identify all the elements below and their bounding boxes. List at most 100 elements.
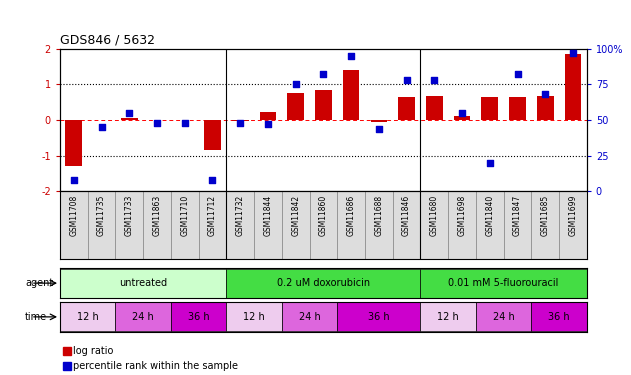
Bar bbox=[559, 191, 587, 259]
Text: GSM11735: GSM11735 bbox=[97, 195, 106, 236]
Bar bbox=[310, 191, 337, 259]
Text: agent: agent bbox=[25, 278, 54, 288]
Bar bbox=[60, 269, 227, 297]
Text: GSM11708: GSM11708 bbox=[69, 195, 78, 236]
Text: 12 h: 12 h bbox=[77, 312, 98, 322]
Bar bbox=[227, 303, 282, 331]
Text: GSM11698: GSM11698 bbox=[457, 195, 466, 236]
Text: GSM11860: GSM11860 bbox=[319, 195, 328, 236]
Text: 0.01 mM 5-fluorouracil: 0.01 mM 5-fluorouracil bbox=[449, 278, 559, 288]
Bar bbox=[448, 191, 476, 259]
Bar bbox=[66, 120, 82, 166]
Bar bbox=[88, 191, 115, 259]
Text: time: time bbox=[25, 312, 47, 322]
Point bbox=[263, 121, 273, 127]
Bar bbox=[476, 303, 531, 331]
Bar bbox=[171, 191, 199, 259]
Bar bbox=[204, 120, 221, 150]
Text: GSM11842: GSM11842 bbox=[291, 195, 300, 236]
Bar bbox=[259, 112, 276, 120]
Bar bbox=[476, 191, 504, 259]
Bar bbox=[454, 116, 470, 120]
Bar bbox=[115, 191, 143, 259]
Bar bbox=[315, 90, 332, 120]
Text: GSM11732: GSM11732 bbox=[236, 195, 245, 236]
Bar bbox=[565, 54, 581, 120]
Text: 24 h: 24 h bbox=[133, 312, 154, 322]
Bar bbox=[537, 96, 553, 120]
Point bbox=[97, 124, 107, 130]
Bar bbox=[227, 191, 254, 259]
Bar bbox=[254, 191, 282, 259]
Bar bbox=[337, 303, 420, 331]
Text: GSM11699: GSM11699 bbox=[569, 195, 577, 236]
Point bbox=[180, 120, 190, 126]
Bar bbox=[420, 303, 476, 331]
Point bbox=[540, 92, 550, 98]
Bar bbox=[420, 269, 587, 297]
Bar bbox=[171, 303, 227, 331]
Text: GSM11712: GSM11712 bbox=[208, 195, 217, 236]
Bar bbox=[115, 303, 171, 331]
Point bbox=[346, 53, 356, 59]
Point bbox=[69, 177, 79, 183]
Bar bbox=[121, 118, 138, 120]
Point bbox=[429, 77, 439, 83]
Point bbox=[208, 177, 218, 183]
Text: GSM11688: GSM11688 bbox=[374, 195, 384, 236]
Point bbox=[235, 120, 245, 126]
Point bbox=[485, 160, 495, 166]
Point bbox=[401, 77, 411, 83]
Text: GSM11710: GSM11710 bbox=[180, 195, 189, 236]
Text: GSM11863: GSM11863 bbox=[153, 195, 162, 236]
Bar bbox=[365, 191, 392, 259]
Text: percentile rank within the sample: percentile rank within the sample bbox=[73, 361, 237, 370]
Point bbox=[457, 110, 467, 116]
Bar bbox=[343, 70, 360, 120]
Bar bbox=[337, 191, 365, 259]
Text: GSM11685: GSM11685 bbox=[541, 195, 550, 236]
Text: GSM11840: GSM11840 bbox=[485, 195, 494, 236]
Text: 36 h: 36 h bbox=[368, 312, 390, 322]
Text: GSM11846: GSM11846 bbox=[402, 195, 411, 236]
Text: untreated: untreated bbox=[119, 278, 167, 288]
Text: 36 h: 36 h bbox=[548, 312, 570, 322]
Text: 24 h: 24 h bbox=[298, 312, 321, 322]
Bar bbox=[282, 303, 337, 331]
Text: GSM11844: GSM11844 bbox=[263, 195, 273, 236]
Bar bbox=[398, 97, 415, 120]
Point bbox=[152, 120, 162, 126]
Bar bbox=[531, 303, 587, 331]
Bar bbox=[504, 191, 531, 259]
Text: GSM11733: GSM11733 bbox=[125, 195, 134, 236]
Point bbox=[318, 71, 328, 77]
Bar bbox=[481, 97, 498, 120]
Text: 24 h: 24 h bbox=[493, 312, 514, 322]
Bar bbox=[531, 191, 559, 259]
Bar bbox=[60, 303, 115, 331]
Point bbox=[291, 81, 301, 87]
Text: GSM11686: GSM11686 bbox=[346, 195, 356, 236]
Text: log ratio: log ratio bbox=[73, 346, 113, 355]
Bar bbox=[60, 191, 88, 259]
Bar bbox=[282, 191, 310, 259]
Bar bbox=[232, 120, 249, 121]
Text: 0.2 uM doxorubicin: 0.2 uM doxorubicin bbox=[277, 278, 370, 288]
Text: 12 h: 12 h bbox=[243, 312, 265, 322]
Bar bbox=[420, 191, 448, 259]
Point bbox=[374, 126, 384, 132]
Bar bbox=[392, 191, 420, 259]
Text: 36 h: 36 h bbox=[188, 312, 209, 322]
Text: GDS846 / 5632: GDS846 / 5632 bbox=[60, 33, 155, 46]
Text: GSM11680: GSM11680 bbox=[430, 195, 439, 236]
Bar bbox=[227, 269, 420, 297]
Bar bbox=[143, 191, 171, 259]
Text: 12 h: 12 h bbox=[437, 312, 459, 322]
Bar bbox=[199, 191, 227, 259]
Bar bbox=[426, 96, 442, 120]
Bar bbox=[509, 97, 526, 120]
Point bbox=[512, 71, 522, 77]
Bar bbox=[287, 93, 304, 120]
Bar bbox=[370, 120, 387, 122]
Text: GSM11847: GSM11847 bbox=[513, 195, 522, 236]
